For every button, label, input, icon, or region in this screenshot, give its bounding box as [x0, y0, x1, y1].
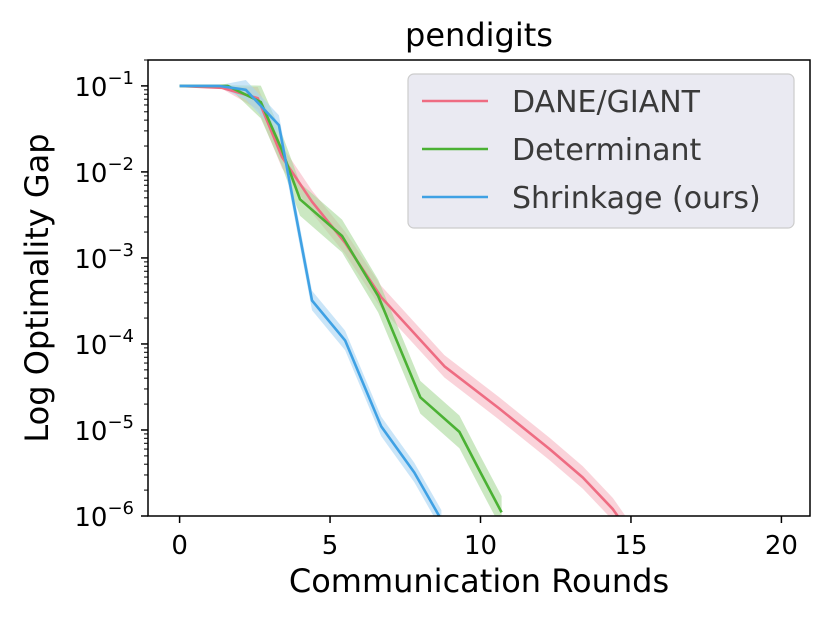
y-tick-label: 10−6: [74, 498, 134, 533]
legend: DANE/GIANT Determinant Shrinkage (ours): [407, 73, 795, 229]
y-tick-label: 10−3: [74, 240, 134, 275]
confidence-band: [179, 85, 626, 516]
legend-label: DANE/GIANT: [512, 85, 701, 120]
y-tick-label: 10−1: [74, 68, 134, 103]
x-tick-label: 20: [765, 531, 798, 561]
confidence-band: [179, 85, 502, 516]
legend-label: Determinant: [512, 133, 702, 168]
series-line: [179, 84, 441, 516]
y-tick-label: 10−2: [74, 154, 134, 189]
x-axis-label: Communication Rounds: [289, 562, 669, 600]
x-tick-label: 5: [322, 531, 339, 561]
plot-frame: [147, 59, 811, 517]
y-axis-label: Log Optimality Gap: [18, 133, 56, 442]
y-tick-label: 10−4: [74, 326, 134, 361]
series-line: [179, 84, 503, 514]
legend-label: Shrinkage (ours): [512, 181, 761, 216]
chart-title: pendigits: [405, 16, 553, 54]
x-tick-label: 10: [464, 531, 497, 561]
y-tick-label: 10−5: [74, 412, 134, 447]
series-line: [179, 84, 620, 516]
legend-box: [407, 73, 795, 229]
x-tick-label: 0: [171, 531, 188, 561]
confidence-band: [179, 80, 442, 516]
x-tick-label: 15: [614, 531, 647, 561]
